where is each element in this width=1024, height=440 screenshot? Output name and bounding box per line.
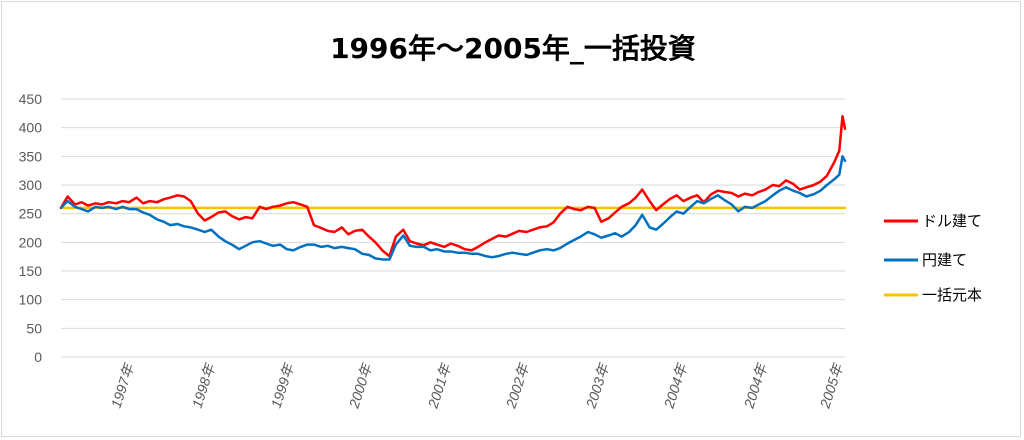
x-tick-label: 1998年 — [189, 360, 219, 410]
x-tick-label: 1997年 — [108, 360, 138, 410]
x-tick-label: 2000年 — [345, 360, 375, 411]
x-tick-label: 2005年 — [816, 360, 846, 411]
y-axis-ticks: 0 50 100 150 200 250 300 350 400 450 — [19, 91, 43, 365]
y-tick-label: 100 — [19, 292, 43, 308]
x-tick-label: 2004年 — [660, 360, 690, 411]
legend-label: 円建て — [922, 251, 967, 269]
y-tick-label: 200 — [19, 234, 43, 250]
x-tick-label: 2004年 — [740, 360, 770, 411]
x-tick-label: 1999年 — [268, 360, 298, 410]
y-tick-label: 300 — [19, 177, 43, 193]
grid — [61, 98, 845, 358]
y-tick-label: 450 — [19, 91, 43, 107]
x-tick-label: 2001年 — [424, 360, 454, 411]
series-line-1 — [59, 155, 847, 261]
chart-title: 1996年～2005年_一括投資 — [330, 32, 696, 65]
y-tick-label: 400 — [19, 120, 43, 136]
legend-label: 一括元本 — [922, 286, 982, 304]
y-tick-label: 250 — [19, 206, 43, 222]
series-lines — [59, 114, 847, 261]
x-tick-label: 2003年 — [582, 360, 612, 411]
legend-label: ドル建て — [922, 212, 982, 230]
y-tick-label: 50 — [26, 320, 42, 336]
series-line-0 — [59, 114, 847, 258]
y-tick-label: 150 — [19, 263, 43, 279]
x-tick-label: 2002年 — [502, 360, 532, 411]
x-axis-ticks: 1997年 1998年 1999年 2000年 2001年 2002年 2003年 2004年… — [108, 360, 847, 411]
y-tick-label: 350 — [19, 148, 43, 164]
y-tick-label: 0 — [34, 349, 42, 365]
